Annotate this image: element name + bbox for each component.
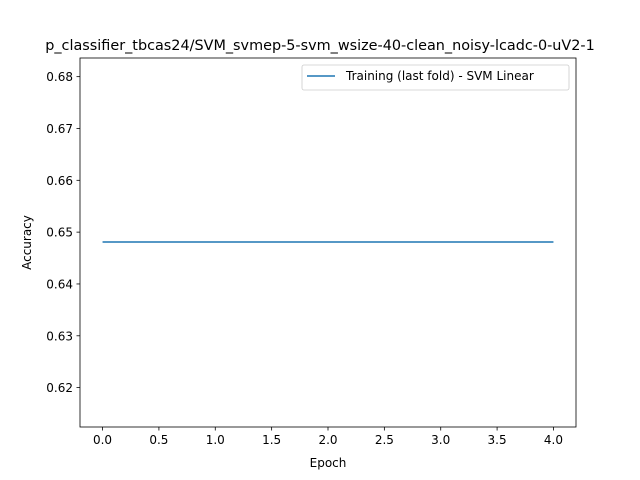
x-tick-label: 3.5 <box>488 433 507 447</box>
y-tick-label: 0.63 <box>46 329 73 343</box>
y-tick-label: 0.67 <box>46 122 73 136</box>
x-tick-label: 1.5 <box>262 433 281 447</box>
x-tick-label: 4.0 <box>544 433 563 447</box>
x-tick-label: 1.0 <box>206 433 225 447</box>
y-tick-label: 0.66 <box>46 174 73 188</box>
x-axis: 0.0 0.5 1.0 1.5 2.0 2.5 3.0 3.5 4.0 <box>93 427 563 447</box>
y-tick-label: 0.64 <box>46 277 73 291</box>
legend-label-training: Training (last fold) - SVM Linear <box>345 69 534 83</box>
y-tick-label: 0.65 <box>46 226 73 240</box>
y-tick-label: 0.62 <box>46 381 73 395</box>
y-axis-label: Accuracy <box>20 215 34 270</box>
x-axis-label: Epoch <box>310 456 347 470</box>
legend: Training (last fold) - SVM Linear <box>301 64 570 91</box>
x-tick-label: 3.0 <box>431 433 450 447</box>
chart-title: p_classifier_tbcas24/SVM_svmep-5-svm_wsi… <box>45 38 595 54</box>
legend-box <box>301 64 570 91</box>
x-tick-label: 0.0 <box>93 433 112 447</box>
y-tick-label: 0.68 <box>46 70 73 84</box>
x-tick-label: 2.5 <box>375 433 394 447</box>
y-axis: 0.62 0.63 0.64 0.65 0.66 0.67 0.68 <box>46 70 80 395</box>
x-tick-label: 2.0 <box>318 433 337 447</box>
x-tick-label: 0.5 <box>149 433 168 447</box>
